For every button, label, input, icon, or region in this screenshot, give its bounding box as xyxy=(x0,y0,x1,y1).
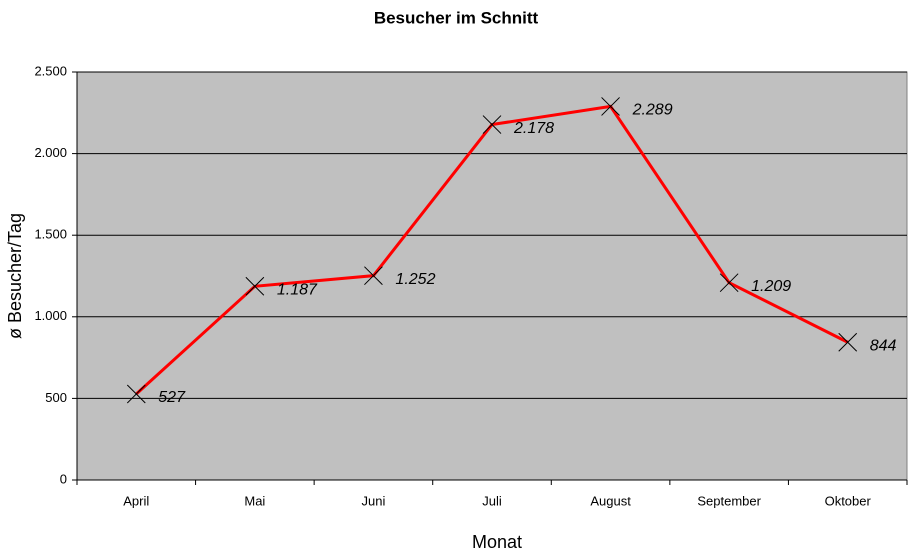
value-label: 2.289 xyxy=(632,102,673,119)
plot-area xyxy=(76,71,908,481)
x-tick-label: April xyxy=(123,493,149,508)
chart-title: Besucher im Schnitt xyxy=(374,8,539,27)
value-label: 1.252 xyxy=(395,271,435,288)
y-tick-label: 2.500 xyxy=(34,63,67,78)
y-tick-label: 0 xyxy=(60,471,67,486)
x-tick-label: Mai xyxy=(244,493,265,508)
y-tick-label: 2.000 xyxy=(34,145,67,160)
marker xyxy=(126,384,146,404)
x-tick-label: August xyxy=(590,493,631,508)
marker xyxy=(364,266,383,286)
marker xyxy=(245,276,265,296)
value-label: 844 xyxy=(870,337,897,354)
x-tick-label: Juli xyxy=(482,493,502,508)
value-label: 1.187 xyxy=(277,282,318,299)
y-tick-label: 500 xyxy=(45,390,67,405)
y-tick-label: 1.500 xyxy=(34,227,67,242)
marker xyxy=(719,273,739,293)
marker xyxy=(838,332,858,352)
x-tick-label: September xyxy=(697,493,761,508)
value-label: 2.178 xyxy=(513,120,554,137)
x-tick-label: Oktober xyxy=(825,493,872,508)
x-tick-label: Juni xyxy=(361,493,385,508)
value-label: 527 xyxy=(158,389,186,406)
value-label: 1.209 xyxy=(751,278,791,295)
y-axis-label: ø Besucher/Tag xyxy=(5,213,25,339)
marker xyxy=(601,97,620,116)
y-tick-label: 1.000 xyxy=(34,308,67,323)
x-axis-label: Monat xyxy=(472,532,522,552)
marker xyxy=(482,115,502,134)
